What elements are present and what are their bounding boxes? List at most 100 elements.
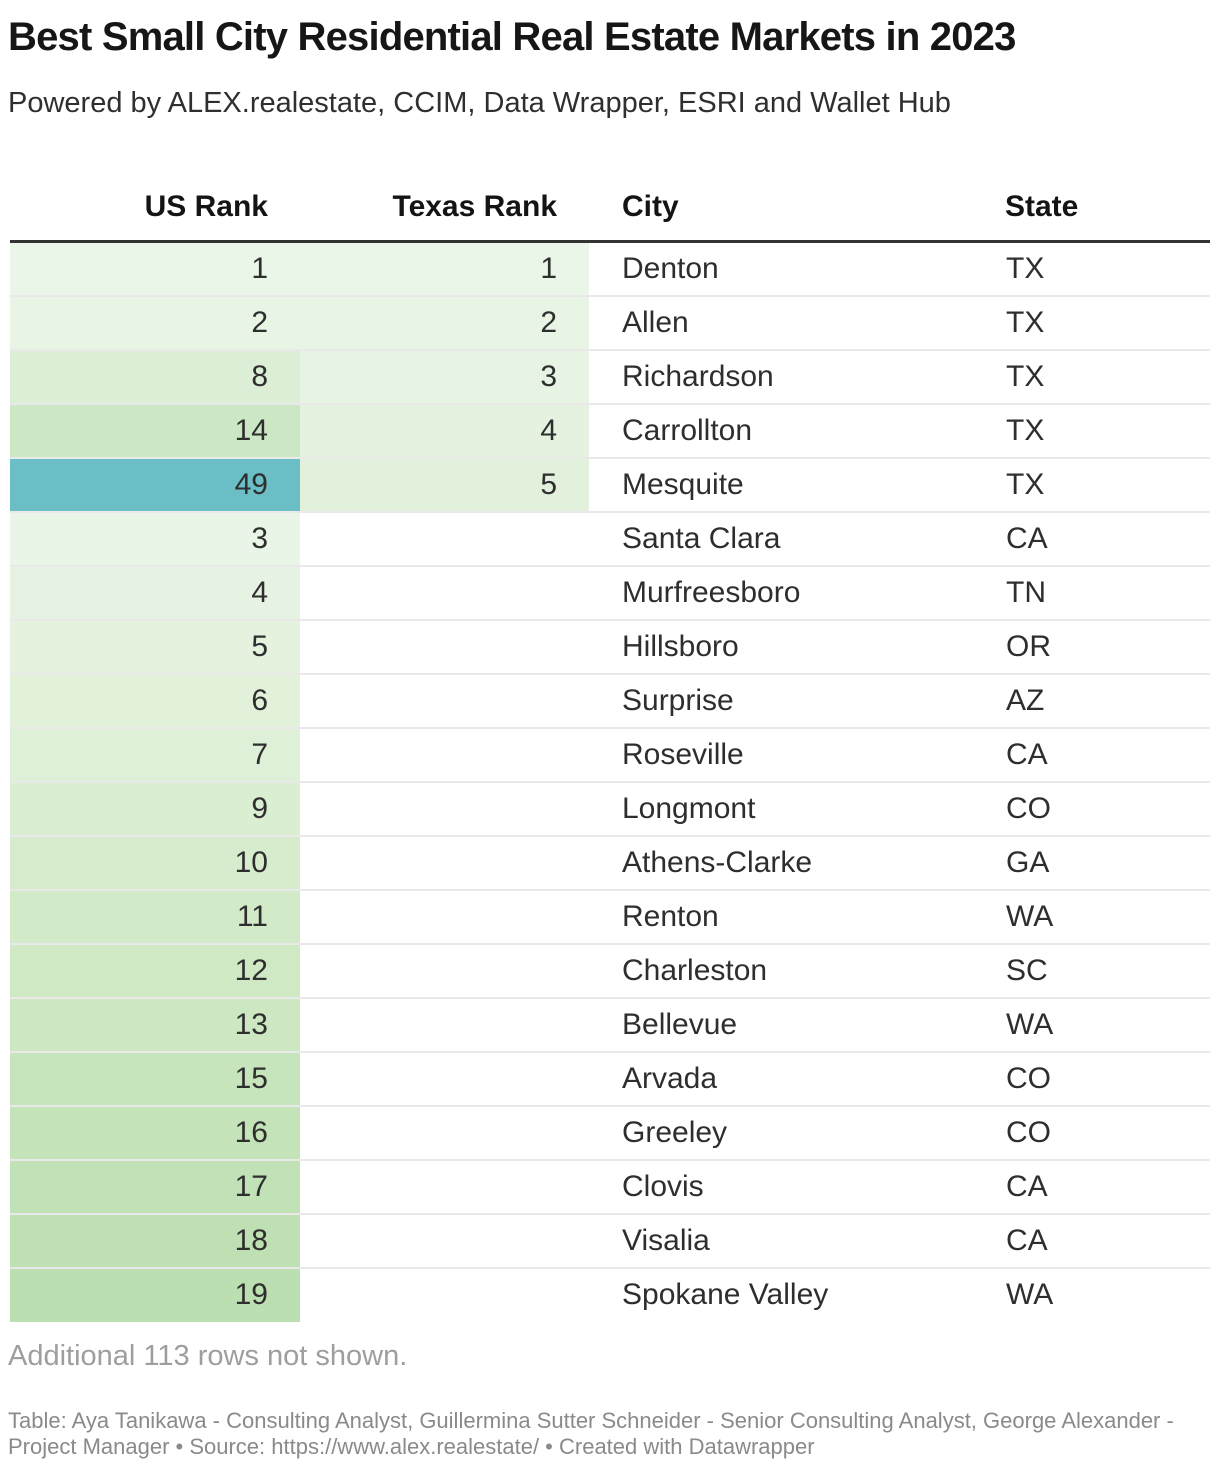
state-cell: CA (1005, 511, 1210, 567)
table-row: 15 Arvada CO (10, 1051, 1210, 1107)
state-cell: SC (1005, 943, 1210, 999)
table-row: 6 Surprise AZ (10, 673, 1210, 729)
us-rank-cell: 3 (10, 511, 300, 567)
table-row: 9 Longmont CO (10, 781, 1210, 837)
texas-rank-cell (300, 727, 589, 783)
us-rank-cell: 10 (10, 835, 300, 891)
city-cell: Visalia (589, 1213, 1005, 1269)
column-header-state: State (1005, 166, 1210, 243)
city-cell: Santa Clara (589, 511, 1005, 567)
texas-rank-cell (300, 1268, 589, 1322)
us-rank-cell: 7 (10, 727, 300, 783)
city-cell: Mesquite (589, 457, 1005, 513)
city-cell: Arvada (589, 1051, 1005, 1107)
texas-rank-cell (300, 1159, 589, 1215)
data-table: US Rank Texas Rank City State 1 1 Denton… (10, 166, 1210, 1322)
texas-rank-cell: 1 (300, 241, 589, 297)
state-cell: TX (1005, 295, 1210, 351)
table-row: 14 4 Carrollton TX (10, 403, 1210, 459)
city-cell: Greeley (589, 1105, 1005, 1161)
page-subtitle: Powered by ALEX.realestate, CCIM, Data W… (8, 87, 951, 119)
texas-rank-cell: 3 (300, 349, 589, 405)
us-rank-cell: 5 (10, 619, 300, 675)
texas-rank-cell (300, 889, 589, 945)
city-cell: Charleston (589, 943, 1005, 999)
city-cell: Richardson (589, 349, 1005, 405)
state-cell: GA (1005, 835, 1210, 891)
us-rank-cell: 12 (10, 943, 300, 999)
table-row: 5 Hillsboro OR (10, 619, 1210, 675)
state-cell: TX (1005, 241, 1210, 297)
city-cell: Roseville (589, 727, 1005, 783)
city-cell: Bellevue (589, 997, 1005, 1053)
table-footer-byline: Table: Aya Tanikawa - Consulting Analyst… (8, 1407, 1174, 1459)
table-header-row: US Rank Texas Rank City State (10, 166, 1210, 243)
texas-rank-cell (300, 1105, 589, 1161)
us-rank-cell: 11 (10, 889, 300, 945)
texas-rank-cell (300, 1051, 589, 1107)
state-cell: CA (1005, 727, 1210, 783)
texas-rank-cell (300, 565, 589, 621)
table-row: 16 Greeley CO (10, 1105, 1210, 1161)
state-cell: AZ (1005, 673, 1210, 729)
table-row: 8 3 Richardson TX (10, 349, 1210, 405)
city-cell: Renton (589, 889, 1005, 945)
state-cell: TX (1005, 403, 1210, 459)
state-cell: TN (1005, 565, 1210, 621)
city-cell: Clovis (589, 1159, 1005, 1215)
texas-rank-cell: 4 (300, 403, 589, 459)
column-header-city: City (589, 166, 1005, 243)
texas-rank-cell (300, 943, 589, 999)
texas-rank-cell (300, 619, 589, 675)
texas-rank-cell (300, 511, 589, 567)
us-rank-cell: 8 (10, 349, 300, 405)
us-rank-cell: 4 (10, 565, 300, 621)
city-cell: Longmont (589, 781, 1005, 837)
table-row: 18 Visalia CA (10, 1213, 1210, 1269)
us-rank-cell: 18 (10, 1213, 300, 1269)
state-cell: CO (1005, 781, 1210, 837)
texas-rank-cell (300, 835, 589, 891)
table-row: 13 Bellevue WA (10, 997, 1210, 1053)
city-cell: Carrollton (589, 403, 1005, 459)
texas-rank-cell (300, 1213, 589, 1269)
table-row: 1 1 Denton TX (10, 241, 1210, 297)
table-row: 19 Spokane Valley WA (10, 1267, 1210, 1322)
page-title: Best Small City Residential Real Estate … (8, 15, 1016, 59)
state-cell: CO (1005, 1051, 1210, 1107)
table-row: 49 5 Mesquite TX (10, 457, 1210, 513)
state-cell: OR (1005, 619, 1210, 675)
table-row: 11 Renton WA (10, 889, 1210, 945)
city-cell: Allen (589, 295, 1005, 351)
table-row: 7 Roseville CA (10, 727, 1210, 783)
table-row: 3 Santa Clara CA (10, 511, 1210, 567)
us-rank-cell: 6 (10, 673, 300, 729)
state-cell: CO (1005, 1105, 1210, 1161)
column-header-us-rank: US Rank (10, 166, 300, 243)
state-cell: WA (1005, 889, 1210, 945)
us-rank-cell: 15 (10, 1051, 300, 1107)
table-row: 12 Charleston SC (10, 943, 1210, 999)
state-cell: TX (1005, 349, 1210, 405)
rows-not-shown-note: Additional 113 rows not shown. (8, 1339, 408, 1372)
city-cell: Surprise (589, 673, 1005, 729)
texas-rank-cell (300, 997, 589, 1053)
table-body: 1 1 Denton TX 2 2 Allen TX 8 3 Richardso… (10, 241, 1210, 1322)
table-row: 17 Clovis CA (10, 1159, 1210, 1215)
us-rank-cell: 2 (10, 295, 300, 351)
city-cell: Hillsboro (589, 619, 1005, 675)
us-rank-cell: 13 (10, 997, 300, 1053)
city-cell: Denton (589, 241, 1005, 297)
state-cell: CA (1005, 1213, 1210, 1269)
us-rank-cell: 17 (10, 1159, 300, 1215)
us-rank-cell: 19 (10, 1267, 300, 1322)
us-rank-cell: 14 (10, 403, 300, 459)
us-rank-cell: 9 (10, 781, 300, 837)
texas-rank-cell (300, 781, 589, 837)
table-row: 10 Athens-Clarke GA (10, 835, 1210, 891)
texas-rank-cell: 2 (300, 295, 589, 351)
us-rank-cell: 49 (10, 457, 300, 513)
state-cell: WA (1006, 1278, 1054, 1311)
state-cell: WA (1005, 997, 1210, 1053)
